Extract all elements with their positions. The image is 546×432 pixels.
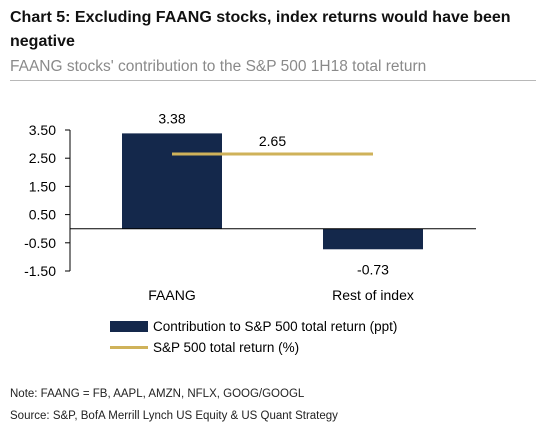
legend-swatch-bar: [110, 321, 148, 332]
legend-item-contribution: Contribution to S&P 500 total return (pp…: [110, 316, 397, 337]
chart-title: Chart 5: Excluding FAANG stocks, index r…: [10, 9, 511, 50]
chart-legend: Contribution to S&P 500 total return (pp…: [110, 316, 397, 358]
y-tick-label: 3.50: [29, 122, 56, 138]
bar-data-label: -0.73: [357, 261, 389, 277]
y-tick-label: -1.50: [24, 263, 56, 279]
chart-source: Source: S&P, BofA Merrill Lynch US Equit…: [10, 410, 338, 422]
y-tick-label: 1.50: [29, 178, 56, 194]
chart-subtitle: FAANG stocks' contribution to the S&P 50…: [10, 58, 536, 81]
legend-item-total-return: S&P 500 total return (%): [110, 337, 397, 358]
y-tick-label: -0.50: [24, 235, 56, 251]
y-tick-label: 2.50: [29, 150, 56, 166]
x-category-label: Rest of index: [332, 287, 414, 303]
legend-label-contribution: Contribution to S&P 500 total return (pp…: [153, 319, 398, 334]
legend-swatch-line: [110, 346, 148, 349]
x-category-label: FAANG: [148, 287, 195, 303]
bar: [323, 228, 423, 250]
y-tick-label: 0.50: [29, 207, 56, 223]
bar-data-label: 3.38: [158, 110, 185, 126]
line-data-label: 2.65: [259, 133, 286, 149]
legend-label-total-return: S&P 500 total return (%): [153, 340, 300, 355]
chart-note: Note: FAANG = FB, AAPL, AMZN, NFLX, GOOG…: [10, 388, 305, 400]
bar: [122, 133, 222, 229]
bar-chart: 3.50 2.50 1.50 0.50 -0.50 -1.50 3.38 -0.73 2.65 F…: [24, 110, 476, 303]
